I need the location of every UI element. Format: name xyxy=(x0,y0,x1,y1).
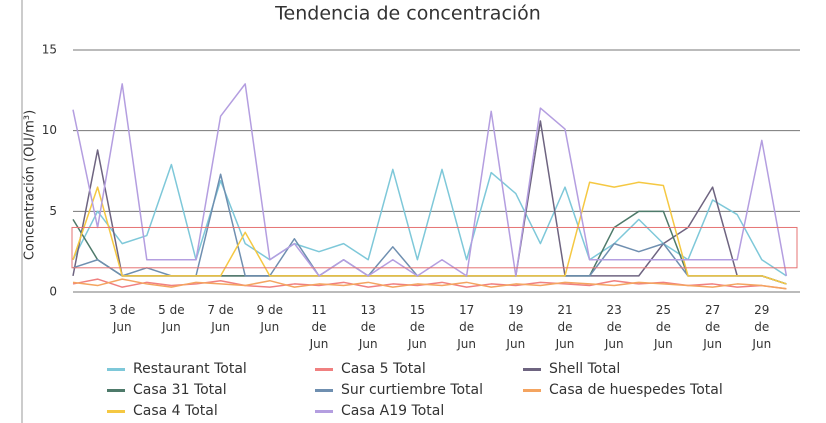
x-tick-label: 11 de Jun xyxy=(309,303,329,351)
y-tick-label: 10 xyxy=(42,123,57,137)
legend-swatch xyxy=(523,388,541,392)
highlight-band xyxy=(71,226,798,269)
y-tick-label: 0 xyxy=(49,285,57,299)
legend-swatch xyxy=(523,367,541,371)
legend-entry: Sur curtiembre Total xyxy=(315,382,483,398)
legend-label: Casa 5 Total xyxy=(341,361,426,377)
legend-swatch xyxy=(107,388,125,392)
legend-entry: Restaurant Total xyxy=(107,361,247,377)
x-tick-label: 9 de Jun xyxy=(256,303,284,334)
legend-label: Sur curtiembre Total xyxy=(341,382,484,398)
legend-entry: Casa 31 Total xyxy=(107,382,227,398)
series-line xyxy=(72,278,787,290)
legend-swatch xyxy=(315,409,333,413)
x-tick-label: 17 de Jun xyxy=(457,303,476,351)
series-line xyxy=(72,181,787,285)
legend-entry: Casa de huespedes Total xyxy=(523,382,723,398)
x-tick-label: 13 de Jun xyxy=(358,303,378,351)
series-line xyxy=(72,163,787,277)
x-tick-label: 29 de Jun xyxy=(752,303,772,351)
legend-swatch xyxy=(107,409,125,413)
x-tick-label: 19 de Jun xyxy=(506,303,526,351)
y-axis-label: Concentración (OU/m³) xyxy=(23,110,38,260)
x-tick-label: 21 de Jun xyxy=(555,303,575,351)
legend-label: Restaurant Total xyxy=(133,361,247,377)
y-tick-label: 5 xyxy=(49,204,57,218)
x-tick-label: 27 de Jun xyxy=(703,303,722,351)
legend-entry: Casa A19 Total xyxy=(315,403,444,419)
chart-title: Tendencia de concentración xyxy=(274,3,541,25)
x-tick-label: 23 de Jun xyxy=(604,303,624,351)
series-line xyxy=(72,210,787,285)
x-tick-label: 7 de Jun xyxy=(207,303,234,334)
x-tick-label: 5 de Jun xyxy=(158,303,185,334)
legend-swatch xyxy=(315,388,333,392)
y-tick-label: 15 xyxy=(42,43,57,57)
series-line xyxy=(72,278,787,290)
legend-entry: Shell Total xyxy=(523,361,620,377)
x-tick-label: 25 de Jun xyxy=(654,303,673,351)
legend-swatch xyxy=(315,367,333,371)
legend-entry: Casa 5 Total xyxy=(315,361,426,377)
x-tick-label: 3 de Jun xyxy=(108,303,136,334)
legend-swatch xyxy=(107,367,125,371)
legend-label: Shell Total xyxy=(549,361,621,377)
legend-label: Casa de huespedes Total xyxy=(549,382,723,398)
legend-entry: Casa 4 Total xyxy=(107,403,218,419)
legend-label: Casa A19 Total xyxy=(341,403,445,419)
legend-label: Casa 31 Total xyxy=(133,382,227,398)
x-tick-label: 15 de Jun xyxy=(408,303,427,351)
legend-label: Casa 4 Total xyxy=(133,403,218,419)
